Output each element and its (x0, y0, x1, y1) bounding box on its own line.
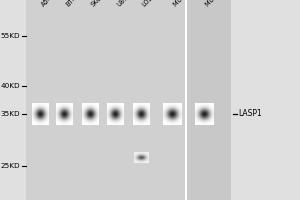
Text: LASP1: LASP1 (238, 110, 262, 118)
Text: Mouse liver: Mouse liver (172, 0, 204, 7)
Text: 25KD: 25KD (1, 163, 20, 169)
Text: A549: A549 (40, 0, 57, 7)
Text: U87: U87 (116, 0, 129, 7)
Text: BT474: BT474 (64, 0, 84, 7)
Text: SKOV3: SKOV3 (90, 0, 110, 7)
Text: Mouse brain: Mouse brain (204, 0, 237, 7)
Text: 35KD: 35KD (1, 111, 20, 117)
FancyBboxPatch shape (187, 0, 231, 200)
FancyBboxPatch shape (26, 0, 185, 200)
FancyBboxPatch shape (185, 0, 187, 200)
Text: 55KD: 55KD (1, 33, 20, 39)
Text: 40KD: 40KD (1, 83, 20, 89)
Text: LO2: LO2 (141, 0, 154, 7)
